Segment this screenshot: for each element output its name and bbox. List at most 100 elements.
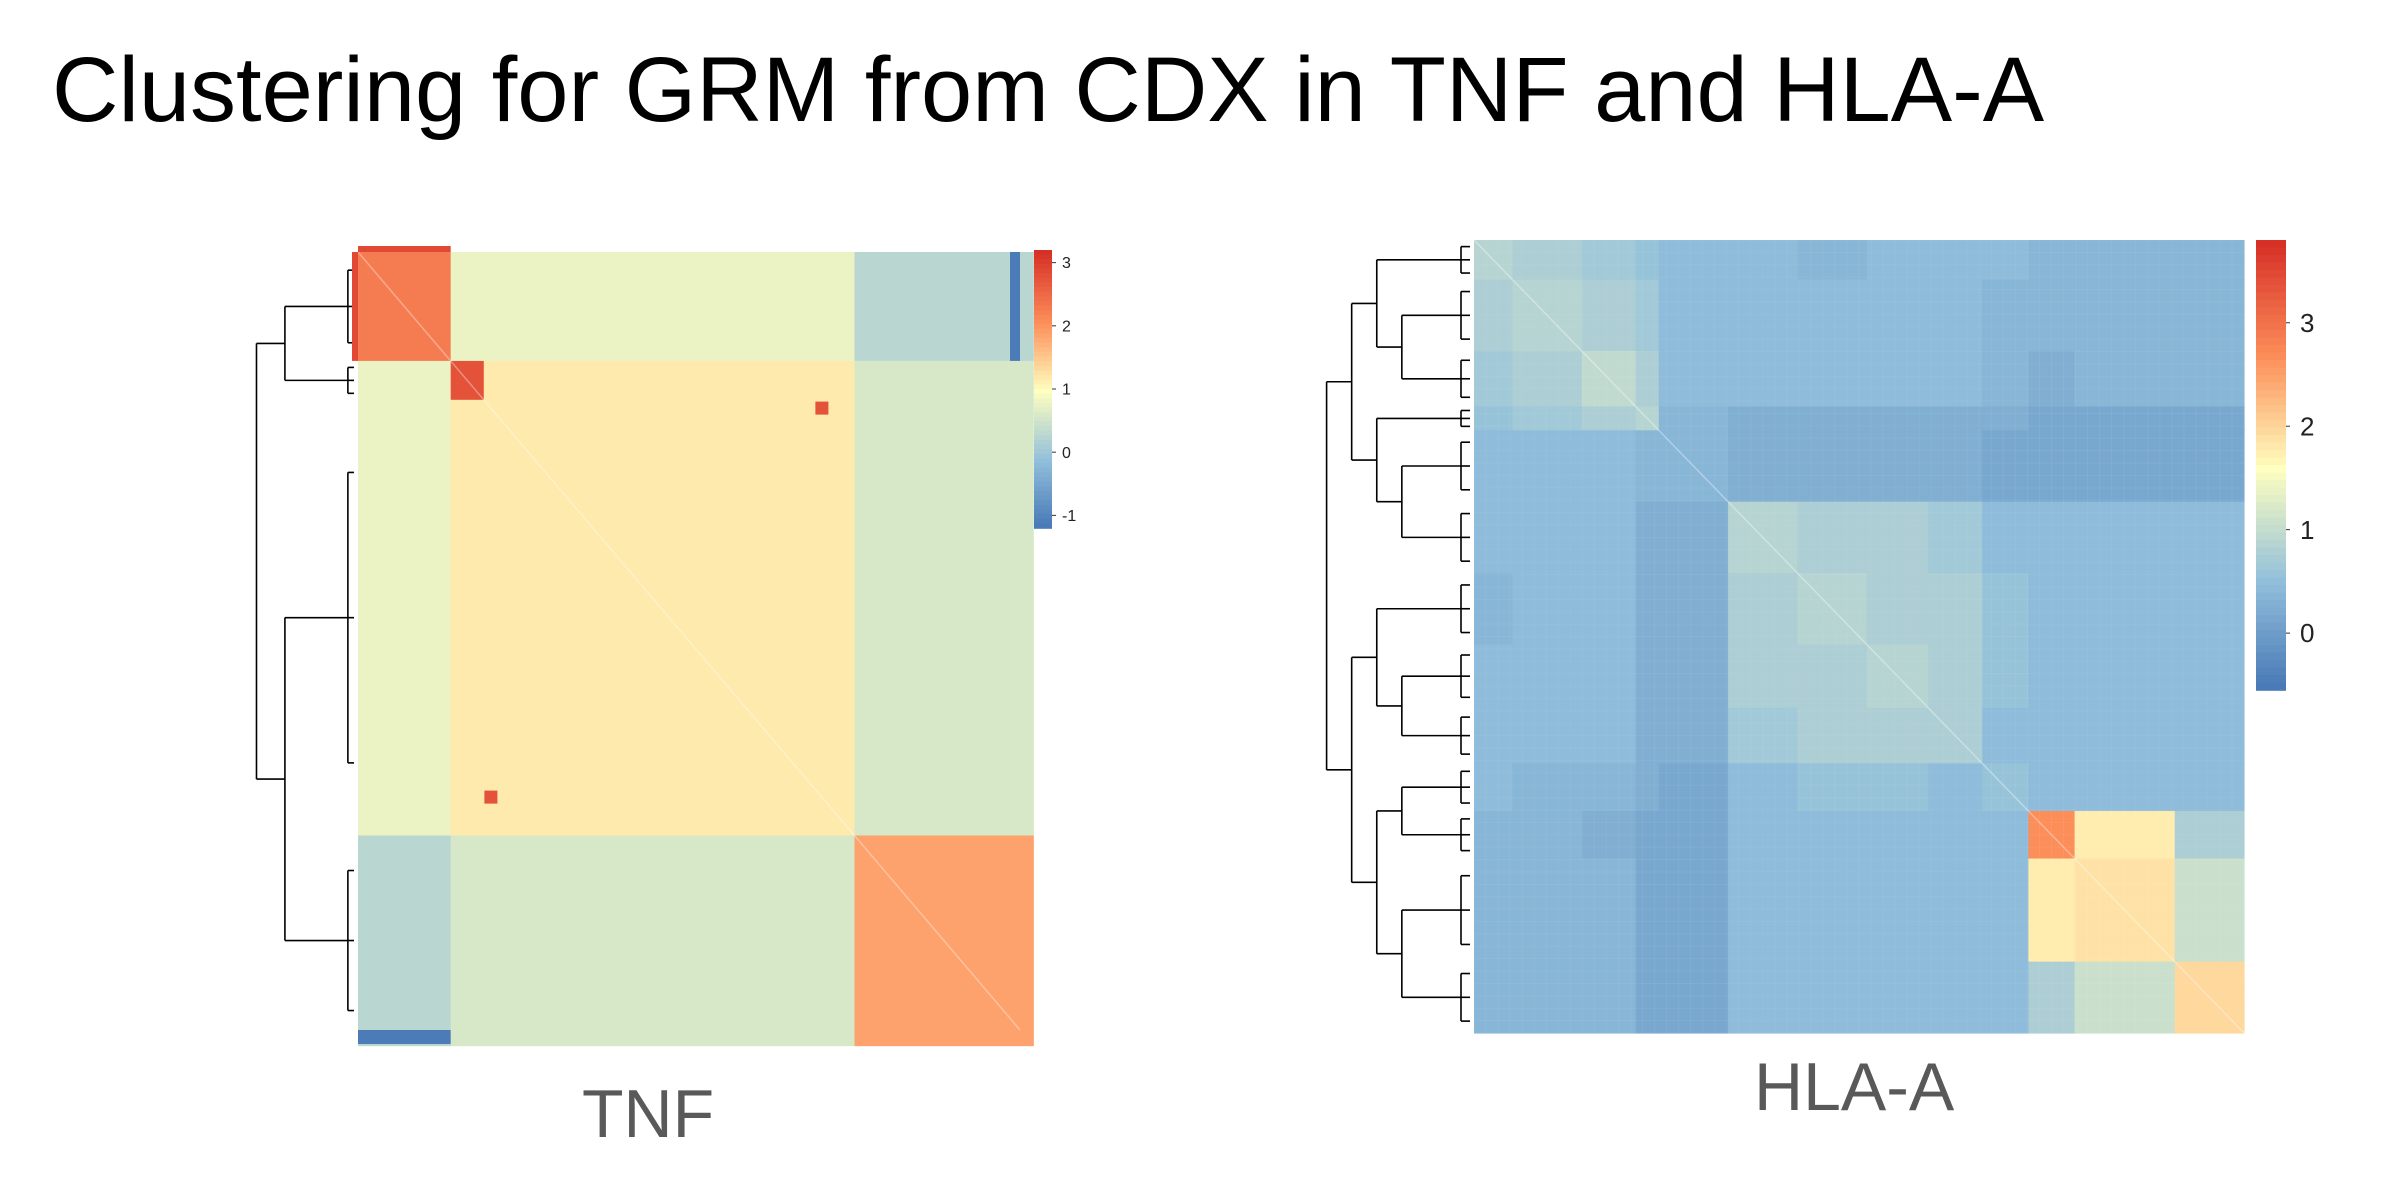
heatmap-block [1512, 644, 1583, 709]
heatmap-block [2074, 351, 2176, 408]
colorbar-segment [1034, 273, 1052, 279]
heatmap-block [1635, 240, 1660, 281]
heatmap-block [1635, 430, 1660, 503]
heatmap-block [1866, 351, 1929, 408]
heatmap-block [1928, 406, 1983, 431]
heatmap-block [2074, 707, 2176, 764]
heatmap-block [1797, 961, 1868, 1034]
heatmap-block [1581, 810, 1637, 860]
heatmap-block [1728, 644, 1798, 709]
heatmap-diagonal [1473, 239, 2245, 1034]
colorbar-segment [2256, 480, 2286, 489]
heatmap-block [1797, 279, 1868, 352]
colorbar-segment [2256, 660, 2286, 669]
heatmap-block [2028, 501, 2076, 574]
heatmap-block [2028, 430, 2076, 503]
heatmap-left-strip [352, 252, 358, 361]
tnf-heatmap-panel: 3 2 1 0 -1 [255, 246, 1076, 1047]
heatmap-block [1474, 351, 1514, 408]
heatmap-block [1581, 406, 1637, 431]
colorbar-segment [1034, 338, 1052, 344]
colorbar-segment [1034, 523, 1052, 529]
heatmap-block [1982, 763, 2029, 812]
colorbar-segment [2256, 622, 2286, 631]
heatmap-block [358, 835, 452, 1047]
heatmap-block [2028, 240, 2076, 281]
colorbar-segment [1034, 305, 1052, 312]
colorbar-segment [2256, 547, 2286, 556]
heatmap-block [2074, 279, 2176, 352]
colorbar-segment [1034, 365, 1052, 372]
heatmap-block [1866, 501, 1929, 574]
heatmap-block [1658, 961, 1729, 1034]
colorbar-segment [2256, 532, 2286, 541]
colorbar-segment [2256, 675, 2286, 684]
colorbar-segment [2256, 315, 2286, 324]
colorbar-segment [1034, 314, 1052, 321]
heatmap-block [2074, 961, 2176, 1034]
colorbar-segment [1034, 439, 1052, 446]
colorbar-segment [2256, 615, 2286, 624]
heatmap-block [1728, 573, 1798, 646]
colorbar-segment [2256, 570, 2286, 579]
heatmap-block [1635, 279, 1660, 352]
heatmap-block [2074, 644, 2176, 709]
heatmap-block [2174, 810, 2245, 860]
heatmap-block [1474, 279, 1514, 352]
heatmap-block [1866, 430, 1929, 503]
colorbar-segment [2256, 682, 2286, 691]
heatmap-block [1581, 501, 1637, 574]
colorbar-segment [1034, 509, 1052, 515]
colorbar-segment [1034, 444, 1052, 451]
heatmap-block [1797, 240, 1868, 281]
colorbar-segment [1034, 407, 1052, 413]
heatmap-block [1474, 763, 1514, 812]
heatmap-block [2074, 573, 2176, 646]
heatmap-block [1658, 763, 1729, 812]
heatmap-block [854, 399, 1034, 837]
colorbar-segment [2256, 307, 2286, 316]
heatmap-block [1581, 351, 1637, 408]
heatmap-block [1512, 501, 1583, 574]
colorbar-segment [2256, 240, 2286, 249]
heatmap-block [450, 360, 485, 401]
heatmap-block [1658, 240, 1729, 281]
colorbar-segment [1034, 514, 1052, 520]
heatmap-block [1474, 573, 1514, 646]
colorbar-tick-label: 1 [1062, 382, 1071, 399]
heatmap-block [1928, 351, 1983, 408]
heatmap-block [1658, 858, 1729, 963]
heatmap-block [1635, 406, 1660, 431]
heatmap-block [2174, 573, 2245, 646]
colorbar-segment [2256, 397, 2286, 406]
heatmap-block [2174, 240, 2245, 281]
colorbar-tick-label: 0 [2300, 618, 2314, 648]
heatmap-block [1982, 858, 2029, 963]
heatmap-block [1512, 430, 1583, 503]
heatmap-bottom-strip [358, 1030, 451, 1044]
heatmap-block [1728, 763, 1798, 812]
heatmap-block [483, 360, 856, 401]
heatmap-block [2028, 573, 2076, 646]
heatmap-block [450, 399, 485, 837]
colorbar-segment [2256, 637, 2286, 646]
colorbar-segment [1034, 287, 1052, 293]
heatmap-block [2174, 763, 2245, 812]
heatmap-block [1928, 501, 1983, 574]
heatmap-block [1928, 763, 1983, 812]
hla-a-colorbar: 3 2 1 0 [2256, 240, 2314, 691]
heatmap-block [2174, 279, 2245, 352]
heatmap-block [1982, 240, 2029, 281]
colorbar-segment [1034, 426, 1052, 432]
heatmap-block [1982, 644, 2029, 709]
heatmap-block [1474, 501, 1514, 574]
heatmap-block [1474, 707, 1514, 764]
colorbar-segment [1034, 277, 1052, 284]
colorbar-segment [2256, 292, 2286, 301]
heatmap-block [1982, 430, 2029, 503]
colorbar-segment [2256, 562, 2286, 571]
heatmap-block [1635, 351, 1660, 408]
heatmap-block [1512, 573, 1583, 646]
colorbar-segment [2256, 330, 2286, 339]
colorbar-segment [1034, 463, 1052, 469]
